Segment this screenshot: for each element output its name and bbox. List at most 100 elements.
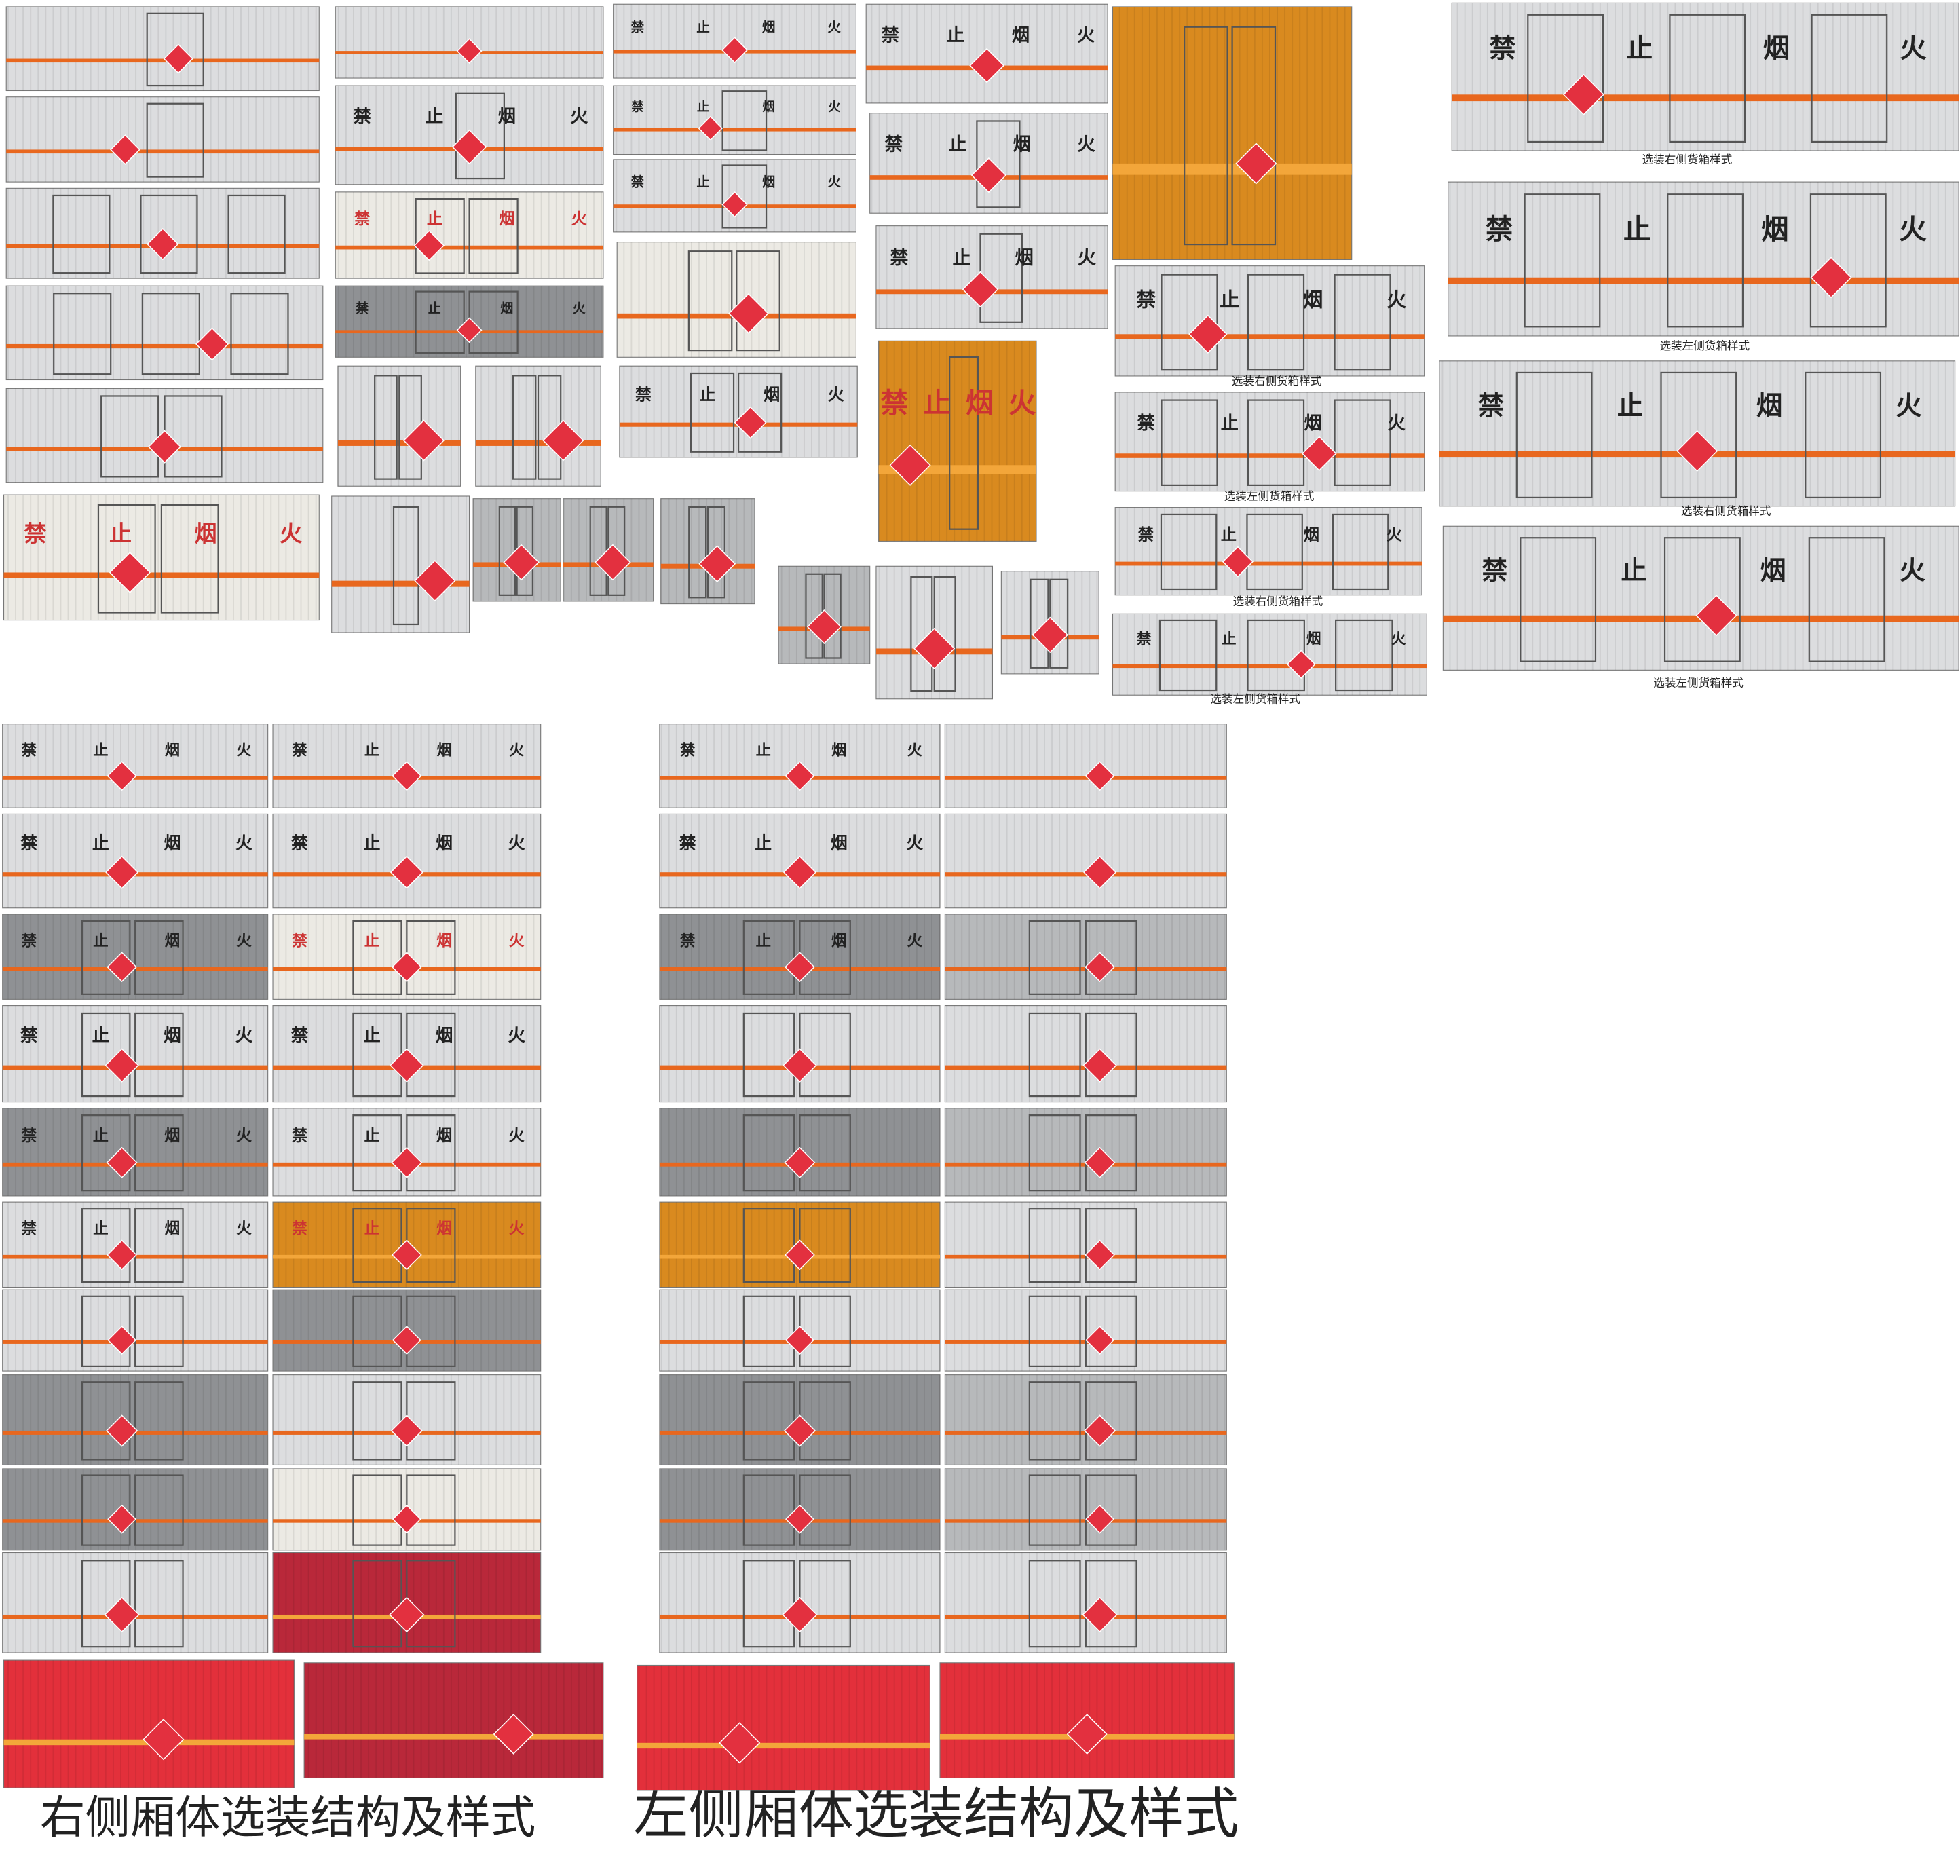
cargo-box: 禁止烟火 [613, 3, 856, 79]
cargo-box [303, 1662, 604, 1779]
hazard-diamond [1083, 855, 1117, 889]
door [1028, 1208, 1081, 1283]
door [1028, 1012, 1081, 1098]
warning-char: 火 [571, 210, 587, 228]
door [742, 1474, 795, 1546]
cargo-box [563, 498, 654, 602]
hazard-diamond [889, 444, 931, 486]
cargo-box [2, 1468, 269, 1551]
box-ribs [331, 496, 470, 633]
cargo-box [944, 1108, 1227, 1197]
door [1085, 1295, 1137, 1368]
hazard-diamond [698, 545, 736, 583]
hazard-diamond [402, 419, 445, 462]
warning-char: 禁 [22, 741, 37, 759]
orange-stripe [331, 580, 470, 587]
hazard-diamond [1676, 430, 1718, 472]
cargo-box: 禁止烟火 [335, 191, 604, 279]
warning-char: 火 [236, 1127, 252, 1145]
box-ribs [1115, 507, 1422, 595]
door [1667, 193, 1744, 328]
warning-char: 禁 [20, 1026, 38, 1046]
warning-char: 禁 [1137, 413, 1155, 434]
cargo-box: 禁止烟火 [272, 1108, 542, 1197]
door [374, 375, 398, 480]
warning-char: 禁 [292, 1220, 307, 1238]
warning-char: 火 [236, 933, 252, 950]
door [1805, 371, 1882, 499]
cargo-box [939, 1662, 1235, 1779]
orange-stripe [1115, 561, 1422, 566]
cargo-box: 禁止烟火 [272, 724, 542, 808]
warning-char: 烟 [1760, 557, 1786, 586]
warning-char: 禁 [24, 521, 46, 547]
warning-char: 禁 [21, 1127, 37, 1145]
warning-char: 火 [236, 1220, 252, 1238]
warning-char: 烟 [436, 1127, 452, 1145]
cargo-box: 禁止烟火 [1114, 265, 1425, 377]
hazard-diamond [147, 430, 182, 464]
door [976, 120, 1021, 208]
hazard-diamond [414, 560, 456, 602]
warning-char: 禁 [1138, 525, 1154, 544]
warning-char: 止 [697, 100, 709, 115]
hazard-diamond [1084, 1146, 1116, 1178]
cargo-box [5, 285, 324, 381]
warning-char: 止 [756, 742, 771, 759]
warning-char: 止 [947, 25, 964, 45]
warning-char: 烟 [164, 833, 181, 853]
door [134, 1474, 184, 1546]
hazard-diamond [107, 761, 137, 791]
warning-char: 烟 [1304, 413, 1322, 434]
door [134, 1208, 184, 1283]
style-caption: 选装左侧货箱样式 [1659, 339, 1750, 352]
door [1809, 193, 1887, 328]
box-ribs [875, 225, 1108, 329]
hazard-diamond [721, 37, 749, 64]
hazard-diamond [698, 115, 723, 141]
warning-char: 烟 [164, 1026, 181, 1046]
box-ribs [304, 1662, 603, 1778]
cargo-box: 禁止烟火 [272, 1005, 542, 1103]
orange-stripe [1112, 664, 1427, 669]
warning-char: 烟 [763, 100, 775, 115]
hazard-diamond [785, 1326, 814, 1355]
hazard-diamond [1286, 650, 1316, 679]
warning-char: 烟 [498, 107, 516, 127]
hazard-diamond [1695, 595, 1737, 637]
warning-char: 禁 [291, 833, 308, 853]
door [1520, 537, 1597, 662]
hazard-diamond [784, 1146, 816, 1178]
hazard-diamond [783, 1414, 816, 1447]
door [468, 198, 519, 274]
door [52, 194, 111, 274]
style-caption: 选装右侧货箱样式 [1681, 505, 1771, 518]
hazard-diamond [147, 228, 179, 261]
door [1085, 1012, 1137, 1098]
door [512, 375, 537, 480]
hazard-diamond [392, 1504, 421, 1534]
hazard-diamond [390, 1048, 424, 1083]
warning-char: 烟 [194, 521, 216, 547]
door [687, 250, 733, 352]
box-ribs [3, 1660, 295, 1788]
warning-char: 火 [1077, 134, 1095, 155]
hazard-diamond [734, 406, 767, 439]
door [415, 290, 465, 354]
door [1811, 14, 1888, 143]
warning-char: 火 [509, 742, 525, 759]
cargo-box [659, 1468, 941, 1551]
warning-char: 火 [1900, 34, 1926, 64]
door [1669, 14, 1746, 143]
door [1085, 920, 1137, 995]
door [1335, 619, 1393, 692]
door [1663, 537, 1741, 662]
cargo-box: 禁止烟火 [2, 1201, 269, 1288]
door [1028, 1560, 1081, 1648]
cargo-box [335, 6, 604, 79]
cargo-box [272, 1552, 542, 1653]
cargo-box: 禁止烟火 [2, 1005, 269, 1103]
warning-char: 禁 [635, 385, 652, 404]
box-ribs [613, 86, 856, 155]
warning-char: 火 [828, 174, 842, 190]
